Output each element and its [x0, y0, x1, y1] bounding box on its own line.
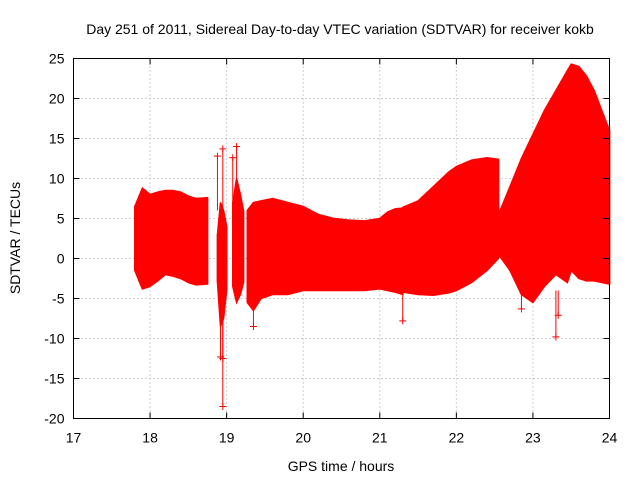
data-series [134, 63, 611, 410]
outlier-point [552, 290, 560, 341]
y-tick-label: -20 [44, 411, 64, 427]
x-tick-label: 21 [372, 430, 388, 446]
outlier-point [213, 152, 221, 211]
y-tick-label: -15 [44, 371, 64, 387]
outlier-point [219, 145, 227, 211]
x-tick-label: 23 [525, 430, 541, 446]
outlier-point [517, 290, 525, 313]
error-band-segment [216, 202, 228, 327]
outlier-point [249, 290, 257, 330]
outlier-point [219, 290, 227, 410]
x-tick-label: 20 [295, 430, 311, 446]
y-axis-label: SDTVAR / TECUs [7, 182, 23, 294]
y-tick-label: 0 [57, 251, 65, 267]
outlier-point [229, 154, 237, 211]
axis-ticks [73, 58, 610, 419]
x-tick-label: 22 [449, 430, 465, 446]
chart-title: Day 251 of 2011, Sidereal Day-to-day VTE… [86, 21, 594, 37]
y-tick-label: -10 [44, 331, 64, 347]
plot-frame [73, 58, 610, 419]
error-band-segment [134, 186, 209, 290]
outlier-point [399, 290, 407, 325]
x-tick-label: 17 [66, 430, 82, 446]
y-tick-label: 10 [49, 171, 65, 187]
y-tick-label: 5 [57, 211, 65, 227]
y-tick-label: 25 [49, 51, 65, 67]
x-axis-label: GPS time / hours [288, 458, 395, 474]
y-tick-label: 15 [49, 131, 65, 147]
outlier-point [554, 290, 562, 319]
x-tick-label: 19 [219, 430, 235, 446]
y-tick-label: -5 [52, 291, 65, 307]
outlier-point [233, 143, 241, 211]
y-tick-label: 20 [49, 91, 65, 107]
x-tick-label: 18 [142, 430, 158, 446]
x-tick-label: 24 [602, 430, 618, 446]
